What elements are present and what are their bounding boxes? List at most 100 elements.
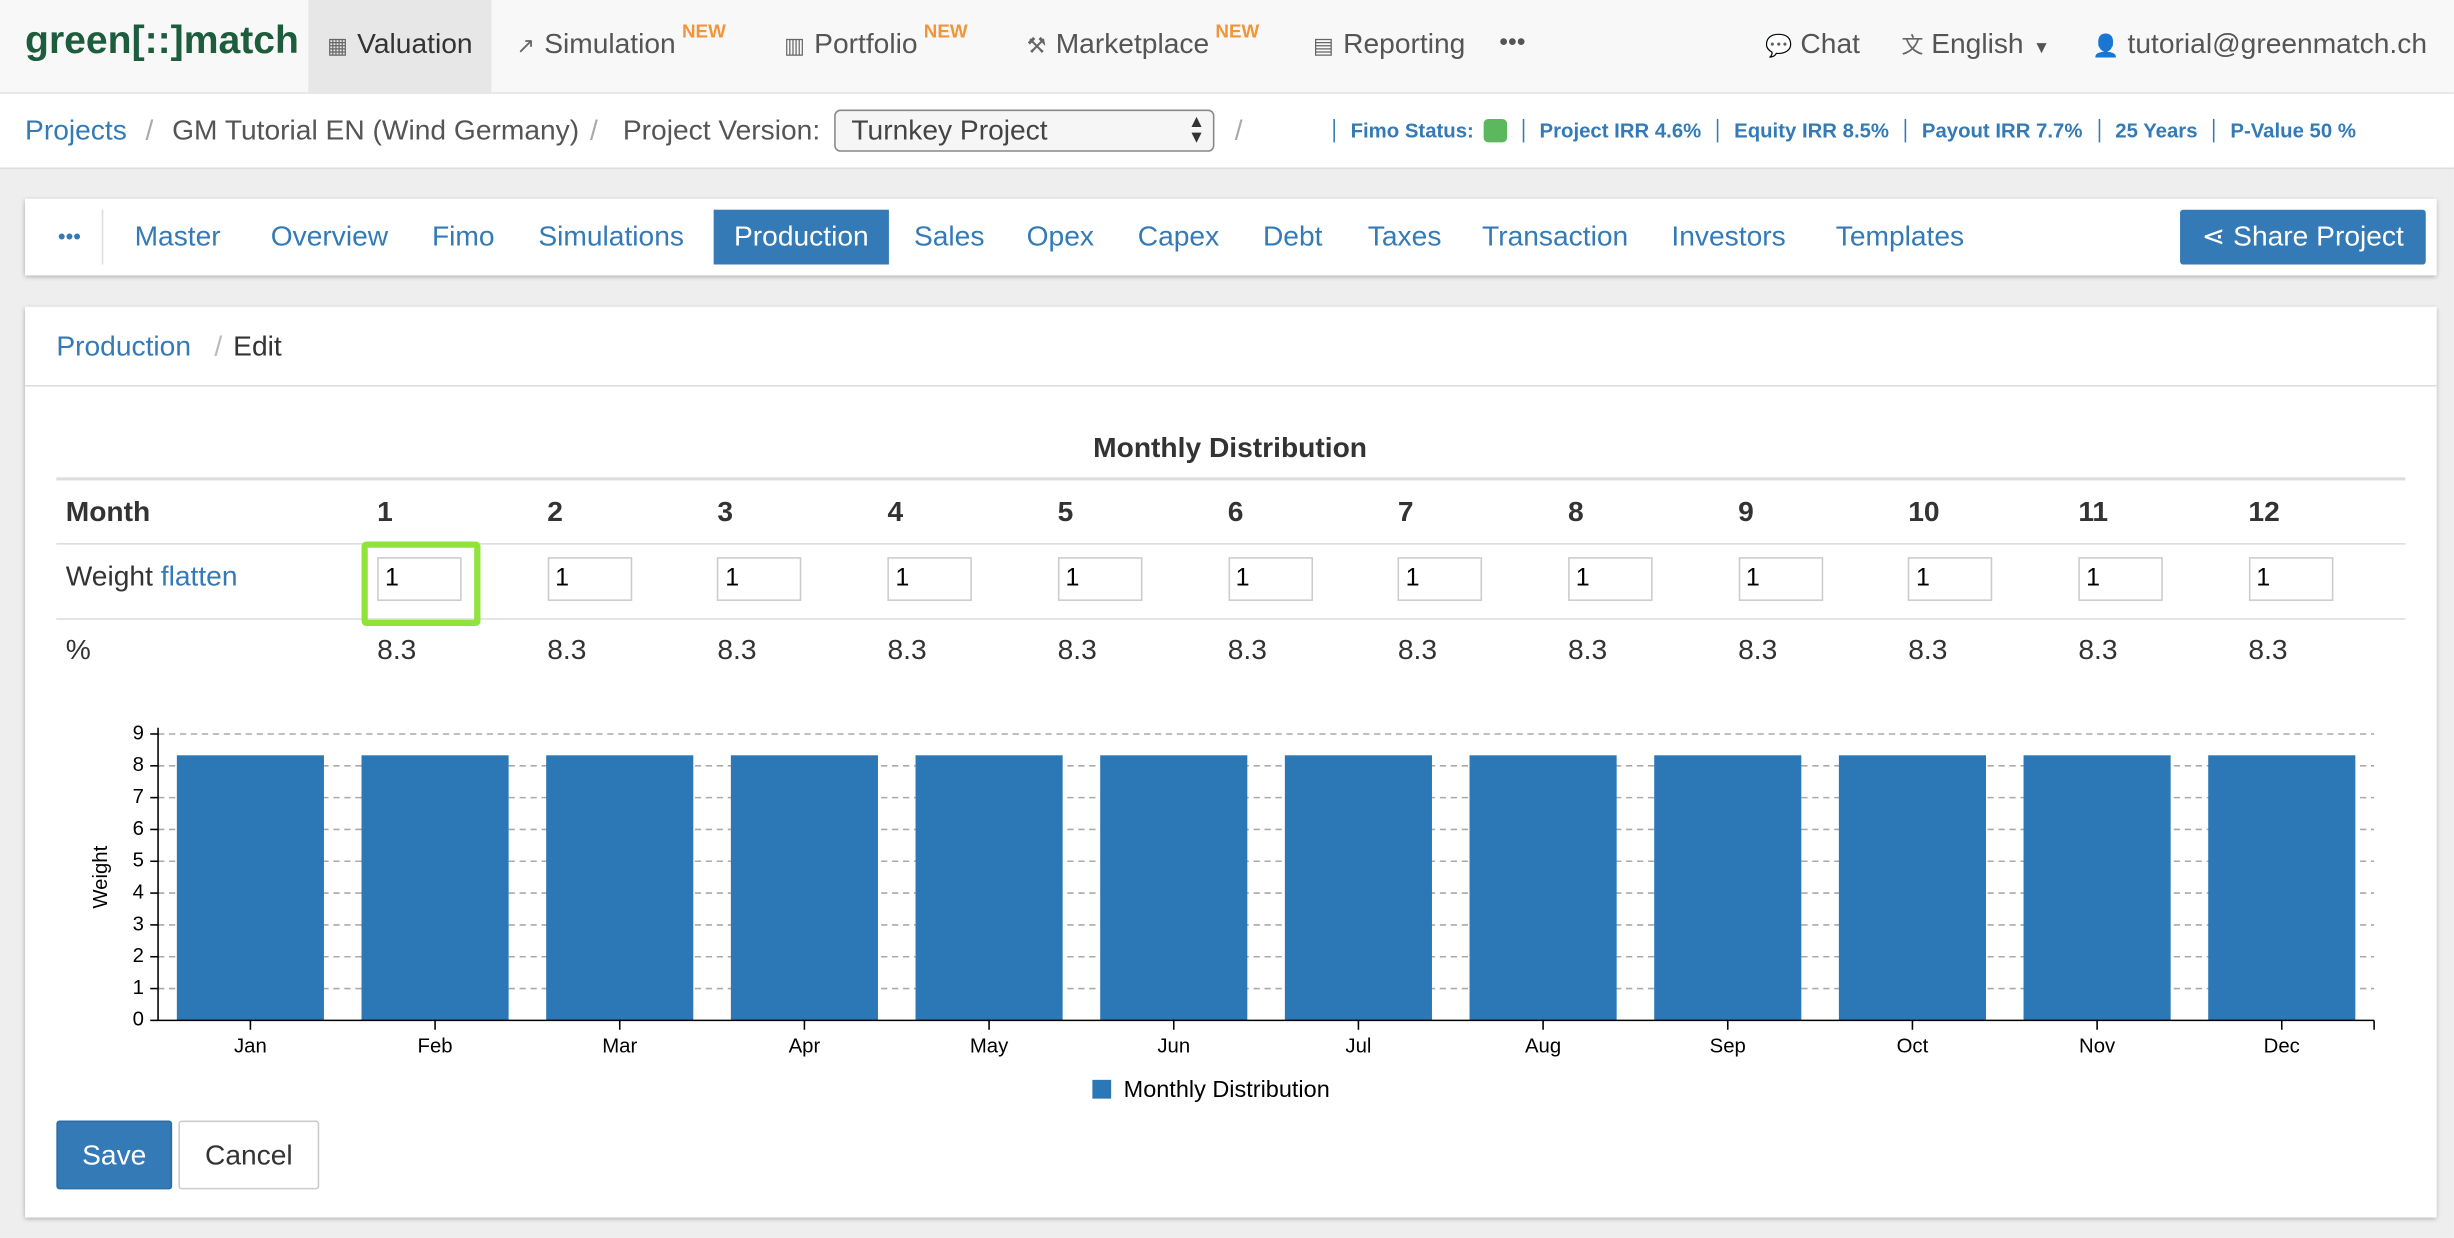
y-tick-label: 3 (133, 913, 144, 935)
weight-input[interactable] (377, 557, 462, 601)
project-bar: Projects / GM Tutorial EN (Wind Germany)… (0, 93, 2454, 170)
rule (56, 618, 2406, 620)
x-tick-label: Sep (1710, 1035, 1746, 1057)
save-button[interactable]: Save (56, 1120, 173, 1190)
y-tick-label: 9 (133, 722, 144, 744)
separator: / (1234, 114, 1243, 146)
status-item[interactable]: P-Value 50 % (2213, 118, 2371, 143)
weight-input[interactable] (1057, 557, 1143, 601)
bar (1469, 755, 1617, 1021)
flatten-link[interactable]: flatten (160, 560, 238, 592)
weight-input[interactable] (1397, 557, 1483, 601)
weight-input[interactable] (2078, 557, 2163, 601)
y-tick-label: 7 (133, 786, 144, 808)
tab[interactable]: Master (134, 220, 221, 252)
weight-text: Weight (65, 560, 153, 592)
nav-badge: NEW (923, 20, 968, 43)
column-header: 3 (717, 496, 734, 528)
tab[interactable]: Opex (1026, 220, 1094, 252)
logo[interactable]: green[::]match (25, 18, 299, 63)
column-header: 4 (887, 496, 904, 528)
caret: ▼ (2033, 39, 2051, 58)
bar (915, 755, 1063, 1021)
y-tick-label: 5 (133, 850, 144, 872)
nav-label: English (1931, 28, 2024, 60)
nav-item[interactable]: ↗ Simulation NEW (516, 0, 725, 92)
weight-input[interactable] (547, 557, 632, 601)
x-tick-label: Nov (2079, 1035, 2116, 1057)
x-tick-label: Jun (1157, 1035, 1190, 1057)
status-item[interactable]: Equity IRR 8.5% (1716, 118, 1905, 143)
breadcrumb-link[interactable]: Production (56, 330, 192, 362)
column-header: 1 (377, 496, 393, 528)
weight-input[interactable] (1567, 557, 1653, 601)
share-button[interactable]: ⋖ Share Project (2179, 209, 2426, 265)
nav-item[interactable]: ▥ Portfolio NEW (784, 0, 968, 92)
version-label: Project Version: (622, 114, 821, 146)
tab[interactable]: Templates (1835, 220, 1965, 252)
weight-input[interactable] (887, 557, 973, 601)
column-header: 8 (1567, 496, 1584, 528)
status-light (1483, 118, 1507, 143)
nav-icon: ▥ (784, 32, 805, 58)
bar (1100, 755, 1248, 1021)
nav-badge: NEW (681, 20, 726, 43)
tab[interactable]: Simulations (538, 220, 684, 252)
tab[interactable]: Taxes (1367, 220, 1442, 252)
percent-value: 8.3 (1397, 633, 1438, 666)
legend-swatch (1092, 1079, 1112, 1099)
tab[interactable]: Transaction (1482, 220, 1629, 252)
tab[interactable]: Sales (913, 220, 985, 252)
tab[interactable]: Overview (270, 220, 389, 252)
weight-input[interactable] (1738, 557, 1823, 601)
nav-label: Simulation (544, 28, 676, 60)
nav-badge: NEW (1215, 20, 1260, 43)
bar (1654, 755, 1802, 1021)
nav-right-item[interactable]: 💬 Chat (1765, 0, 1860, 92)
nav-right-item[interactable]: 文 English ▼ (1901, 0, 2050, 92)
nav-item[interactable]: ⚒ Marketplace NEW (1027, 0, 1260, 92)
column-header: 5 (1057, 496, 1074, 528)
nav-icon: ⚒ (1026, 32, 1047, 58)
status-item: Fimo Status: (1333, 118, 1522, 143)
more-menu[interactable]: ••• (1499, 29, 1526, 57)
tab[interactable]: Investors (1671, 220, 1786, 252)
nav-label: Chat (1800, 28, 1860, 60)
tab[interactable]: Capex (1137, 220, 1220, 252)
weight-input[interactable] (717, 557, 802, 601)
nav-label: tutorial@greenmatch.ch (2127, 28, 2428, 60)
column-header: 7 (1397, 496, 1414, 528)
tab[interactable]: Debt (1262, 220, 1323, 252)
percent-value: 8.3 (1057, 633, 1097, 666)
x-tick-label: Apr (789, 1035, 821, 1057)
nav-item[interactable]: ▤ Reporting (1313, 0, 1465, 92)
nav-right-item[interactable]: 👤 tutorial@greenmatch.ch (2092, 0, 2427, 92)
bar (2023, 755, 2171, 1021)
nav-item[interactable]: ▦ Valuation (308, 0, 492, 93)
x-tick-label: Dec (2264, 1035, 2300, 1057)
bar (730, 755, 878, 1021)
legend-label[interactable]: Monthly Distribution (1124, 1076, 1330, 1102)
tab-more[interactable]: ••• (38, 209, 103, 265)
select-arrows: ▲ ▼ (1188, 112, 1206, 148)
nav-label: Valuation (357, 28, 473, 60)
column-header: 2 (547, 496, 563, 528)
nav-icon: ▦ (327, 32, 348, 58)
cancel-button[interactable]: Cancel (178, 1120, 320, 1190)
version-select[interactable]: Turnkey Project ▲ ▼ (834, 109, 1215, 152)
nav-label: Reporting (1343, 28, 1466, 60)
weight-input[interactable] (2248, 557, 2333, 601)
weight-input[interactable] (1908, 557, 1993, 601)
bar (361, 755, 509, 1021)
tab[interactable]: Fimo (431, 220, 495, 252)
status-item[interactable]: 25 Years (2098, 118, 2213, 143)
status-item[interactable]: Project IRR 4.6% (1522, 118, 1717, 143)
tab-bar: ⋖ Share Project ••• Master Overview Fimo Sim… (25, 198, 2437, 276)
status-item[interactable]: Payout IRR 7.7% (1904, 118, 2098, 143)
weight-input[interactable] (1227, 557, 1313, 601)
tab[interactable]: Production (713, 209, 890, 265)
rule (56, 477, 2406, 481)
projects-link[interactable]: Projects (25, 114, 127, 146)
x-tick-label: Oct (1897, 1035, 1929, 1057)
